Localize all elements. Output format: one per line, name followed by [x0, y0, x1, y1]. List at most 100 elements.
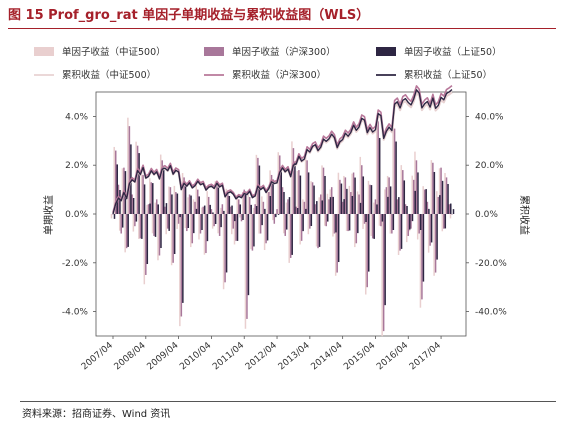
bar-zz500: [217, 214, 219, 234]
bar-sz50: [373, 214, 375, 239]
bar-hs300: [443, 214, 445, 229]
bar-sz50: [201, 214, 203, 231]
bar-sz50: [285, 214, 288, 230]
bar-hs300: [306, 160, 308, 214]
bar-sz50: [365, 214, 367, 223]
bar-hs300: [125, 214, 128, 249]
plot-area: -4.0% -2.0% 0.0% 2.0% 4.0% -40.0% -20.0% 0.0% 20…: [62, 84, 507, 372]
bar-zz500: [348, 185, 351, 214]
bar-zz500: [198, 214, 200, 240]
bar-hs300: [177, 214, 180, 224]
bar-zz500: [416, 214, 419, 240]
bar-sz50: [447, 183, 449, 214]
bar-sz50: [228, 195, 231, 214]
bar-hs300: [205, 214, 207, 254]
bar-zz500: [173, 185, 176, 214]
bar-sz50: [318, 214, 321, 247]
bar-sz50: [283, 191, 285, 214]
right-tick-label: -40.0%: [475, 308, 507, 318]
bar-sz50: [294, 162, 296, 214]
bar-hs300: [229, 206, 232, 214]
bar-zz500: [225, 188, 228, 214]
bar-sz50: [275, 214, 277, 218]
bar-zz500: [149, 178, 151, 214]
bar-hs300: [153, 214, 155, 236]
bar-sz50: [332, 196, 334, 214]
bar-zz500: [124, 214, 126, 253]
bar-hs300: [202, 206, 204, 214]
bar-sz50: [113, 214, 116, 219]
legend-swatch: [376, 47, 396, 56]
bar-sz50: [348, 214, 351, 231]
bar-zz500: [400, 165, 403, 214]
bar-zz500: [277, 152, 280, 214]
title-rule: [8, 28, 556, 29]
bar-hs300: [248, 196, 251, 214]
bar-hs300: [183, 177, 185, 214]
bar-sz50: [146, 214, 149, 265]
legend-swatch: [34, 47, 54, 56]
bar-sz50: [198, 196, 200, 214]
bar-hs300: [399, 214, 401, 251]
bar-sz50: [244, 191, 247, 214]
bar-hs300: [276, 209, 278, 214]
bar-hs300: [355, 214, 358, 244]
bar-hs300: [238, 199, 240, 214]
bar-sz50: [414, 190, 416, 214]
bar-hs300: [235, 214, 237, 241]
bar-sz50: [288, 197, 291, 214]
bar-sz50: [354, 177, 356, 214]
bar-sz50: [277, 214, 280, 215]
bar-zz500: [184, 214, 187, 229]
bar-sz50: [132, 197, 135, 214]
bar-sz50: [422, 214, 425, 282]
bar-sz50: [209, 204, 211, 214]
bar-hs300: [311, 182, 314, 214]
legend-label: 累积收益（沪深300）: [232, 69, 326, 81]
x-tick-label: 2009/04: [145, 340, 180, 372]
right-tick-label: 20.0%: [475, 161, 504, 171]
bar-zz500: [181, 173, 184, 214]
bar-zz500: [231, 214, 233, 235]
bar-sz50: [392, 214, 395, 231]
bar-sz50: [247, 214, 250, 296]
left-tick-label: 0.0%: [65, 210, 88, 220]
bar-zz500: [315, 214, 318, 247]
bar-hs300: [448, 204, 451, 214]
bar-zz500: [151, 214, 154, 234]
bar-sz50: [381, 214, 384, 222]
bar-sz50: [135, 214, 138, 222]
bar-sz50: [324, 175, 326, 214]
bar-zz500: [220, 207, 222, 214]
bar-zz500: [365, 214, 367, 295]
right-tick-label: -20.0%: [475, 259, 507, 269]
bar-hs300: [240, 214, 243, 222]
bar-hs300: [175, 192, 177, 214]
bar-sz50: [231, 205, 233, 214]
bar-zz500: [288, 214, 290, 263]
bar-zz500: [406, 214, 408, 243]
bar-zz500: [285, 202, 288, 214]
bar-hs300: [114, 150, 117, 214]
bar-sz50: [430, 214, 433, 243]
bar-sz50: [340, 183, 343, 214]
bar-hs300: [445, 177, 448, 214]
bar-zz500: [214, 180, 217, 214]
bar-zz500: [250, 214, 252, 250]
bar-sz50: [266, 214, 269, 241]
bar-hs300: [142, 174, 144, 214]
bar-hs300: [317, 214, 319, 249]
bar-zz500: [326, 193, 329, 214]
bar-hs300: [262, 201, 265, 214]
left-tick-label: -2.0%: [62, 259, 89, 269]
bar-zz500: [244, 214, 247, 329]
bar-zz500: [321, 165, 323, 214]
bar-hs300: [295, 206, 297, 214]
bar-hs300: [150, 182, 153, 214]
legend-label: 单因子收益（沪深300）: [232, 46, 336, 58]
bar-sz50: [203, 205, 206, 214]
bar-hs300: [136, 145, 139, 214]
bar-hs300: [139, 214, 142, 239]
bar-sz50: [220, 214, 222, 228]
bar-sz50: [152, 183, 154, 214]
